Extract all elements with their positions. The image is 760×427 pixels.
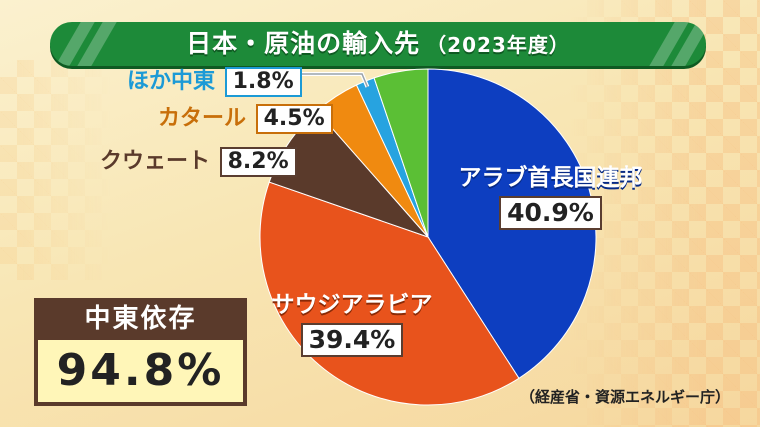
slice-label-other-mideast: ほか中東 1.8%: [127, 63, 302, 97]
slice-name-qatar: カタール: [158, 106, 247, 131]
slice-value-saudi: 39.4%: [300, 323, 404, 357]
slice-name-kuwait: クウェート: [100, 149, 211, 174]
mideast-dependency-panel: 中東依存 94.8%: [34, 298, 247, 406]
slice-value-other-mideast: 1.8%: [224, 67, 302, 97]
chart-title: 日本・原油の輸入先 （2023年度）: [50, 22, 706, 66]
slice-value-kuwait: 8.2%: [219, 147, 297, 177]
leader-line-other-mideast-core: [300, 73, 369, 88]
slice-name-other-mideast: ほか中東: [127, 69, 216, 94]
slice-value-uae: 40.9%: [499, 196, 602, 230]
slice-label-qatar: カタール 4.5%: [158, 100, 333, 134]
slice-value-qatar: 4.5%: [255, 104, 333, 134]
slice-name-uae: アラブ首長国連邦: [458, 165, 643, 191]
title-bar: 日本・原油の輸入先 （2023年度）: [50, 22, 706, 66]
chart-title-main: 日本・原油の輸入先: [186, 29, 421, 58]
slice-name-saudi: サウジアラビア: [271, 292, 433, 318]
source-note: （経産省・資源エネルギー庁）: [520, 388, 731, 406]
mideast-dependency-value: 94.8%: [34, 340, 247, 406]
background-pattern-left: [0, 60, 110, 280]
slice-label-saudi: サウジアラビア 39.4%: [262, 285, 442, 357]
mideast-dependency-label: 中東依存: [34, 298, 247, 340]
chart-title-year: （2023年度）: [426, 33, 570, 57]
slice-label-uae: アラブ首長国連邦 40.9%: [443, 158, 658, 230]
slice-label-kuwait: クウェート 8.2%: [100, 143, 297, 177]
pie-slice-unlabeled: [373, 68, 429, 238]
